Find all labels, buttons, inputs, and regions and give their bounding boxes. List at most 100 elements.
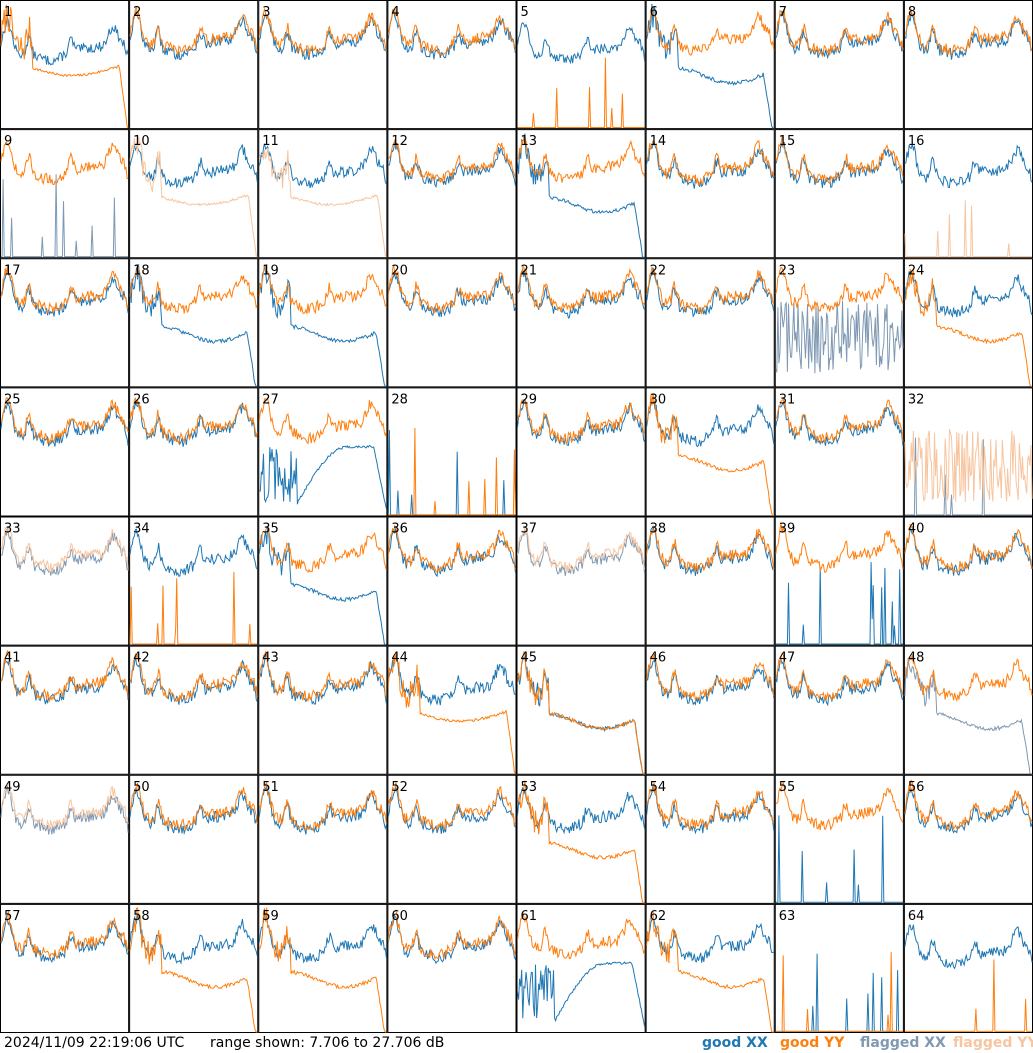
panel-frame — [516, 0, 646, 130]
panel-frame — [129, 0, 259, 130]
series-xx-line — [904, 787, 1033, 834]
panel-number-label: 11 — [262, 134, 279, 149]
panel-number-label: 46 — [650, 651, 667, 666]
panel-50: 50 — [129, 774, 259, 904]
series-xx-line — [775, 300, 904, 374]
series-xx-line — [129, 528, 258, 577]
panel-31: 31 — [774, 387, 904, 517]
panel-53: 53 — [516, 774, 646, 904]
series-xx-line — [904, 270, 1033, 318]
panel-47: 47 — [774, 645, 904, 775]
panel-number-label: 62 — [650, 909, 667, 924]
panel-frame — [387, 0, 517, 130]
series-xx-line — [646, 399, 775, 448]
panel-43: 43 — [258, 645, 388, 775]
panel-frame — [774, 645, 904, 775]
panel-number-label: 60 — [391, 909, 408, 924]
panel-number-label: 27 — [262, 392, 279, 407]
panel-56: 56 — [903, 774, 1033, 904]
series-yy-line — [129, 907, 258, 1033]
panel-number-label: 17 — [4, 263, 21, 278]
panel-frame — [258, 645, 388, 775]
panel-number-label: 28 — [391, 392, 408, 407]
panel-number-label: 29 — [521, 392, 538, 407]
series-xx-line — [517, 21, 646, 65]
series-xx-line — [904, 658, 1032, 775]
panel-number-label: 22 — [650, 263, 667, 278]
range-label: range shown: 7.706 to 27.706 dB — [210, 1035, 445, 1051]
series-xx-line — [129, 143, 258, 189]
panel-28: 28 — [387, 387, 517, 517]
panel-54: 54 — [645, 774, 775, 904]
panel-frame — [387, 129, 517, 259]
series-yy-line — [387, 909, 516, 960]
series-xx-line — [646, 139, 775, 189]
panel-frame — [0, 258, 130, 388]
series-xx-line — [517, 787, 646, 835]
series-yy-line — [775, 781, 904, 831]
series-xx-line — [904, 12, 1033, 60]
panel-3: 3 — [258, 0, 388, 130]
panel-35: 35 — [258, 516, 388, 646]
panel-frame — [387, 258, 517, 388]
series-xx-line — [0, 16, 129, 66]
panel-number-label: 43 — [262, 651, 279, 666]
series-yy-line — [129, 136, 258, 258]
panel-number-label: 20 — [391, 263, 408, 278]
series-xx-line — [775, 401, 904, 446]
series-xx-line — [517, 268, 645, 319]
panel-45: 45 — [516, 645, 646, 775]
series-yy-line — [646, 653, 775, 701]
panel-22: 22 — [645, 258, 775, 388]
panel-30: 30 — [645, 387, 775, 517]
panel-number-label: 15 — [779, 134, 796, 149]
panel-63: 63 — [774, 903, 904, 1033]
series-xx-line — [775, 815, 903, 903]
panel-number-label: 35 — [262, 522, 279, 537]
panel-52: 52 — [387, 774, 517, 904]
series-xx-line — [129, 264, 258, 387]
panel-frame — [774, 0, 904, 130]
panel-57: 57 — [0, 903, 130, 1033]
series-yy-line — [258, 907, 387, 1033]
panel-4: 4 — [387, 0, 517, 130]
series-yy-line — [517, 526, 646, 572]
series-yy-line — [0, 910, 129, 960]
series-xx-line — [517, 961, 646, 1027]
panel-64: 64 — [903, 903, 1033, 1033]
series-yy-line — [517, 135, 646, 183]
panel-number-label: 18 — [133, 263, 150, 278]
panel-frame — [645, 516, 775, 646]
panel-frame — [645, 258, 775, 388]
panel-41: 41 — [0, 645, 130, 775]
panel-27: 27 — [258, 387, 388, 517]
panel-frame — [645, 129, 775, 259]
panel-number-label: 21 — [521, 263, 538, 278]
panel-frame — [516, 903, 646, 1033]
panel-18: 18 — [129, 258, 259, 388]
panel-number-label: 53 — [521, 780, 538, 795]
series-yy-line — [646, 7, 775, 56]
series-yy-line — [129, 571, 258, 645]
panel-frame — [516, 129, 646, 259]
series-xx-line — [775, 141, 904, 189]
panel-number-label: 55 — [779, 780, 796, 795]
panel-frame — [387, 903, 517, 1033]
panel-1: 1 — [0, 0, 130, 130]
panel-frame — [0, 516, 130, 646]
panel-number-label: 5 — [521, 5, 529, 20]
panel-number-label: 40 — [908, 522, 925, 537]
series-yy-line — [775, 951, 903, 1032]
panel-number-label: 59 — [262, 909, 279, 924]
panel-21: 21 — [516, 258, 646, 388]
series-yy-line — [129, 6, 258, 56]
series-yy-line — [0, 4, 129, 129]
series-xx-line — [129, 787, 258, 835]
panel-number-label: 45 — [521, 651, 538, 666]
series-xx-line — [129, 656, 258, 705]
panel-51: 51 — [258, 774, 388, 904]
panel-frame — [129, 516, 259, 646]
panel-10: 10 — [129, 129, 259, 259]
panel-58: 58 — [129, 903, 259, 1033]
legend-good-yy: good YY — [780, 1035, 845, 1051]
